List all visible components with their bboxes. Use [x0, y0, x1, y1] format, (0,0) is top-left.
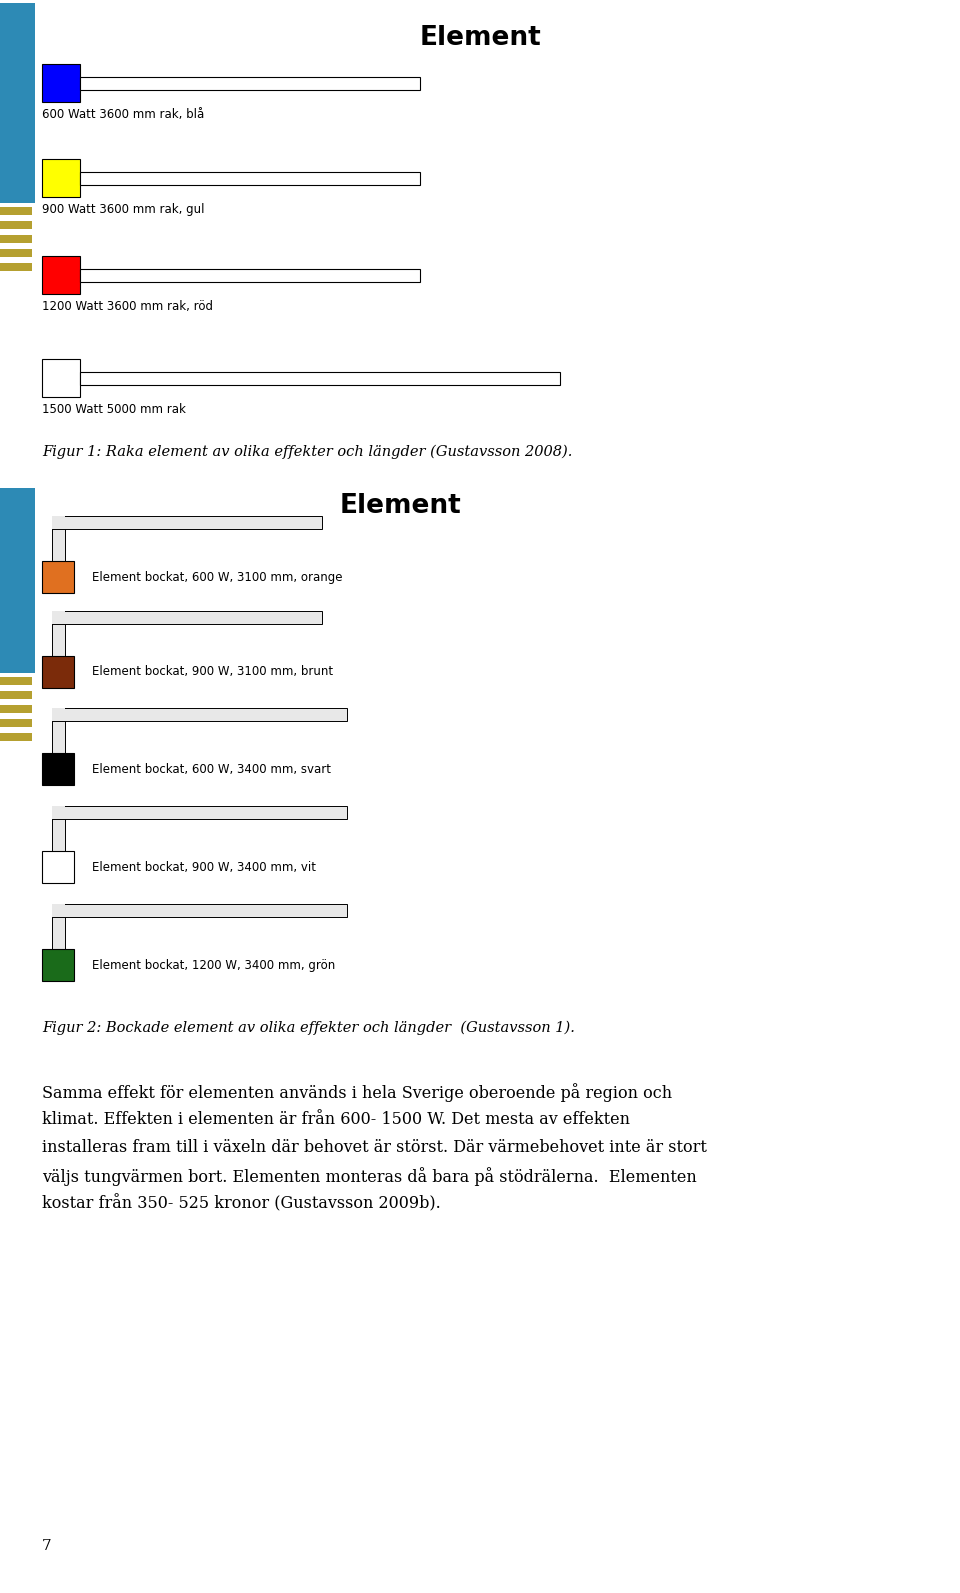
Bar — [0, 263, 32, 271]
Text: installeras fram till i växeln där behovet är störst. Där värmebehovet inte är s: installeras fram till i växeln där behov… — [42, 1139, 707, 1157]
Text: Element bockat, 900 W, 3100 mm, brunt: Element bockat, 900 W, 3100 mm, brunt — [92, 666, 333, 679]
Bar — [42, 656, 74, 688]
Text: kostar från 350- 525 kronor (Gustavsson 2009b).: kostar från 350- 525 kronor (Gustavsson … — [42, 1195, 441, 1212]
Bar — [0, 733, 32, 741]
Bar — [42, 753, 74, 785]
Bar — [52, 612, 64, 624]
Bar — [52, 707, 64, 753]
Bar — [0, 706, 32, 714]
Bar — [52, 612, 64, 656]
Text: Samma effekt för elementen används i hela Sverige oberoende på region och: Samma effekt för elementen används i hel… — [42, 1083, 672, 1102]
Bar — [52, 516, 322, 529]
Bar — [52, 903, 64, 918]
Bar — [0, 236, 32, 244]
Bar — [42, 851, 74, 883]
Text: 600 Watt 3600 mm rak, blå: 600 Watt 3600 mm rak, blå — [42, 108, 204, 121]
Bar — [0, 718, 32, 726]
Bar — [0, 207, 32, 215]
Text: Element bockat, 600 W, 3400 mm, svart: Element bockat, 600 W, 3400 mm, svart — [92, 763, 331, 776]
Text: Figur 1: Raka element av olika effekter och längder (Gustavsson 2008).: Figur 1: Raka element av olika effekter … — [42, 444, 572, 459]
Bar — [42, 949, 74, 981]
Bar — [80, 371, 560, 384]
Text: Element bockat, 600 W, 3100 mm, orange: Element bockat, 600 W, 3100 mm, orange — [92, 570, 343, 583]
Bar — [0, 3, 35, 202]
Bar — [80, 76, 420, 89]
Bar — [0, 691, 32, 699]
Text: Element: Element — [420, 25, 540, 51]
Bar — [42, 159, 80, 198]
Bar — [42, 64, 80, 102]
Bar — [52, 806, 347, 819]
Bar — [52, 707, 347, 722]
Bar — [52, 516, 64, 529]
Text: väljs tungvärmen bort. Elementen monteras då bara på stödrälerna.  Elementen: väljs tungvärmen bort. Elementen montera… — [42, 1168, 697, 1185]
Text: 900 Watt 3600 mm rak, gul: 900 Watt 3600 mm rak, gul — [42, 202, 204, 217]
Bar — [0, 677, 32, 685]
Bar — [52, 806, 64, 851]
Bar — [0, 487, 35, 672]
Bar — [0, 249, 32, 256]
Text: Element bockat, 1200 W, 3400 mm, grön: Element bockat, 1200 W, 3400 mm, grön — [92, 959, 335, 972]
Bar — [80, 172, 420, 185]
Bar — [52, 612, 322, 624]
Bar — [52, 516, 64, 561]
Bar — [52, 903, 64, 949]
Text: 7: 7 — [42, 1539, 52, 1553]
Text: Element bockat, 900 W, 3400 mm, vit: Element bockat, 900 W, 3400 mm, vit — [92, 860, 316, 873]
Bar — [42, 561, 74, 593]
Text: 1500 Watt 5000 mm rak: 1500 Watt 5000 mm rak — [42, 403, 186, 416]
Bar — [80, 269, 420, 282]
Bar — [42, 358, 80, 397]
Bar — [52, 903, 347, 918]
Text: klimat. Effekten i elementen är från 600- 1500 W. Det mesta av effekten: klimat. Effekten i elementen är från 600… — [42, 1110, 630, 1128]
Text: Element: Element — [339, 492, 461, 519]
Text: 1200 Watt 3600 mm rak, röd: 1200 Watt 3600 mm rak, röd — [42, 299, 213, 312]
Text: Figur 2: Bockade element av olika effekter och längder  (Gustavsson 1).: Figur 2: Bockade element av olika effekt… — [42, 1021, 575, 1035]
Bar — [52, 707, 64, 722]
Bar — [52, 806, 64, 819]
Bar — [42, 256, 80, 295]
Bar — [0, 221, 32, 229]
